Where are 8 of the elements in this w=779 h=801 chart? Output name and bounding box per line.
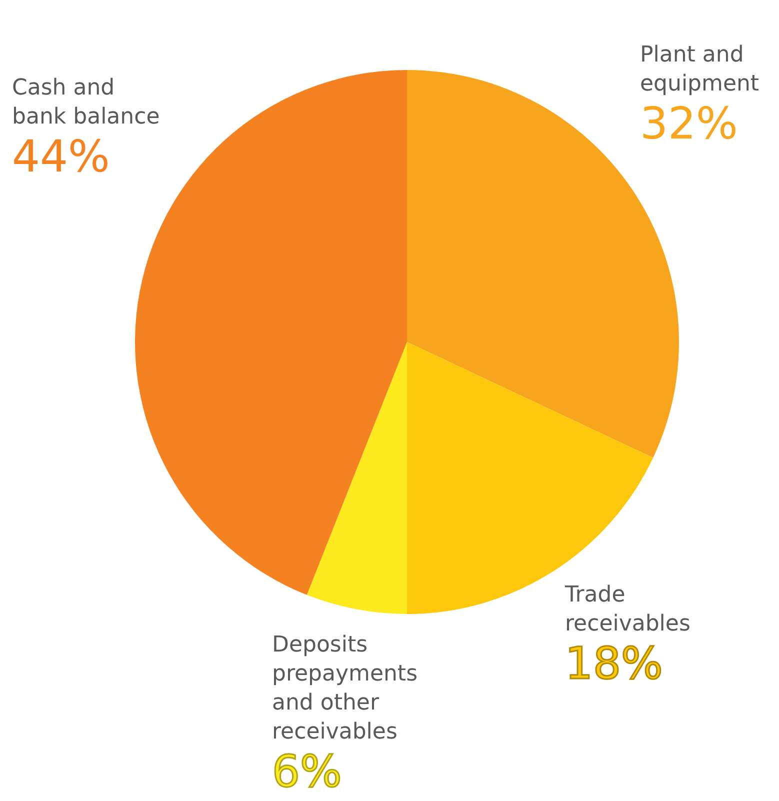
slice-label: Deposits prepayments and other receivables [272, 632, 418, 745]
slice-label: Trade receivables [564, 582, 690, 637]
data-label: 18% [565, 638, 663, 690]
data-label: 6% [272, 746, 342, 798]
data-label: 44% [12, 131, 110, 182]
slice-label: Cash and bank balance [12, 76, 160, 130]
slice-label: Plant and equipment [640, 42, 760, 97]
data-label: 32% [640, 98, 738, 150]
